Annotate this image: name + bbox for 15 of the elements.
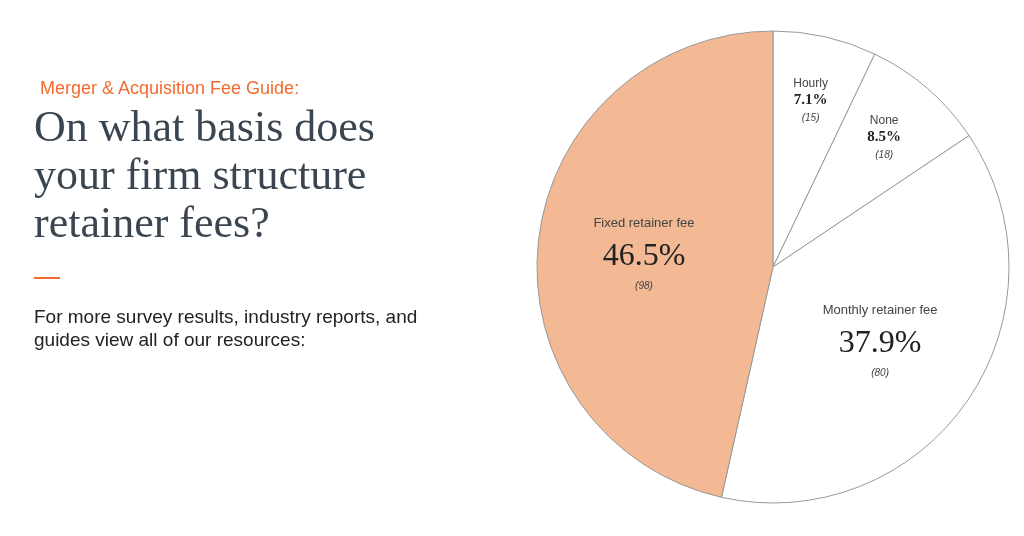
text: For more survey results, industry reports, and guides view all of our resources:	[34, 305, 419, 351]
slice-label: None	[869, 113, 899, 128]
slice-label: Monthly retainer fee	[822, 302, 938, 318]
text: (98)	[635, 279, 653, 291]
data-label: 37.9%	[838, 323, 922, 360]
slice-label: Fixed retainer fee	[593, 214, 695, 230]
text: (80)	[871, 367, 890, 379]
text: (15)	[801, 112, 820, 124]
data-label: 8.5%	[867, 128, 902, 145]
text: Merger & Acquisition Fee Guide:	[40, 78, 301, 99]
slice-label: Hourly	[793, 76, 828, 91]
text: (18)	[875, 149, 894, 161]
data-label: 7.1%	[793, 91, 828, 108]
text: On what basis does your firm structure retainer fees?	[34, 102, 376, 247]
data-label: 46.5%	[602, 235, 686, 272]
